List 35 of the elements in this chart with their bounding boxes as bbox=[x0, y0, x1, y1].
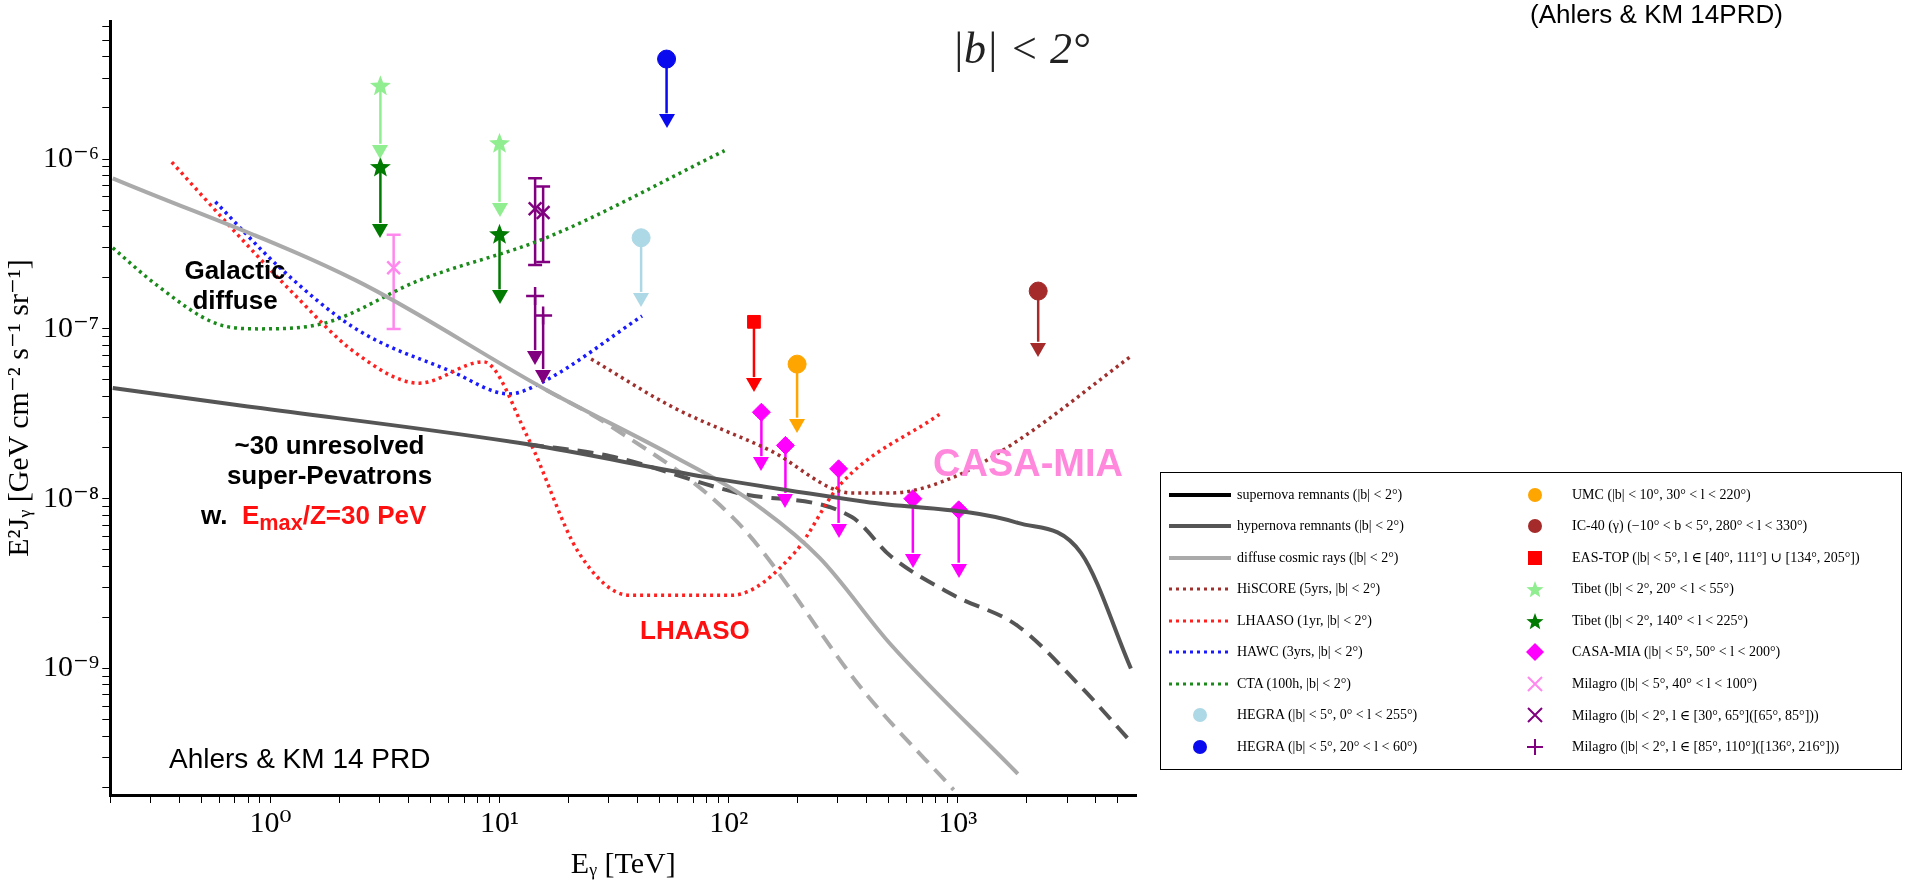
legend-label: CASA-MIA (|b| < 5°, 50° < l < 200°) bbox=[1572, 644, 1781, 661]
legend-label: LHAASO (1yr, |b| < 2°) bbox=[1237, 612, 1372, 629]
x-tick-label: 10¹ bbox=[480, 804, 520, 838]
annotation: E$_{max}$/Z=30 PeV bbox=[242, 500, 427, 537]
annotation: Ahlers & KM 14 PRD bbox=[169, 743, 431, 776]
legend-label: Tibet (|b| < 2°, 20° < l < 55°) bbox=[1572, 581, 1734, 598]
legend-label: hypernova remnants (|b| < 2°) bbox=[1237, 518, 1404, 535]
legend-label: HEGRA (|b| < 5°, 20° < l < 60°) bbox=[1237, 738, 1418, 755]
legend-label: IC-40 (γ) (−10° < b < 5°, 280° < l < 330°) bbox=[1572, 518, 1808, 535]
annotation: LHAASO bbox=[640, 615, 750, 646]
x-tick-label: 10² bbox=[709, 804, 749, 838]
legend-label: HEGRA (|b| < 5°, 0° < l < 255°) bbox=[1237, 707, 1418, 724]
y-tick-label: 10⁻⁸ bbox=[43, 479, 100, 513]
annotation: w. bbox=[201, 500, 228, 531]
y-tick-label: 10⁻⁶ bbox=[43, 139, 100, 173]
legend-label: CTA (100h, |b| < 2°) bbox=[1237, 675, 1352, 692]
annotation: ~30 unresolved super-Pevatrons bbox=[225, 430, 434, 491]
legend-label: supernova remnants (|b| < 2°) bbox=[1237, 486, 1403, 503]
legend-label: UMC (|b| < 10°, 30° < l < 220°) bbox=[1572, 486, 1751, 503]
legend-label: diffuse cosmic rays (|b| < 2°) bbox=[1237, 549, 1399, 566]
x-axis-title: Eᵧ [TeV] bbox=[570, 845, 676, 880]
annotation: |b| < 2° bbox=[952, 24, 1090, 75]
y-tick-label: 10⁻⁹ bbox=[43, 649, 100, 683]
legend-label: EAS-TOP (|b| < 5°, l ∈ [40°, 111°] ∪ [134°, 205°]) bbox=[1572, 549, 1860, 567]
text: (Ahlers & KM 14PRD) bbox=[1530, 0, 1783, 30]
legend-label: Milagro (|b| < 2°, l ∈ [30°, 65°]([65°, 85°])) bbox=[1572, 706, 1819, 724]
x-tick-label: 10³ bbox=[938, 804, 978, 838]
y-tick-label: 10⁻⁷ bbox=[43, 309, 100, 343]
x-tick-label: 10⁰ bbox=[249, 804, 292, 838]
legend-label: Tibet (|b| < 2°, 140° < l < 225°) bbox=[1572, 612, 1748, 629]
legend-label: HAWC (3yrs, |b| < 2°) bbox=[1237, 644, 1363, 661]
legend-label: HiSCORE (5yrs, |b| < 2°) bbox=[1237, 581, 1381, 598]
legend-label: Milagro (|b| < 5°, 40° < l < 100°) bbox=[1572, 675, 1757, 692]
y-axis-title: E²Jᵧ [GeV cm⁻² s⁻¹ sr⁻¹] bbox=[0, 259, 35, 557]
legend-label: Milagro (|b| < 2°, l ∈ [85°, 110°]([136°, 216°])) bbox=[1572, 738, 1840, 756]
